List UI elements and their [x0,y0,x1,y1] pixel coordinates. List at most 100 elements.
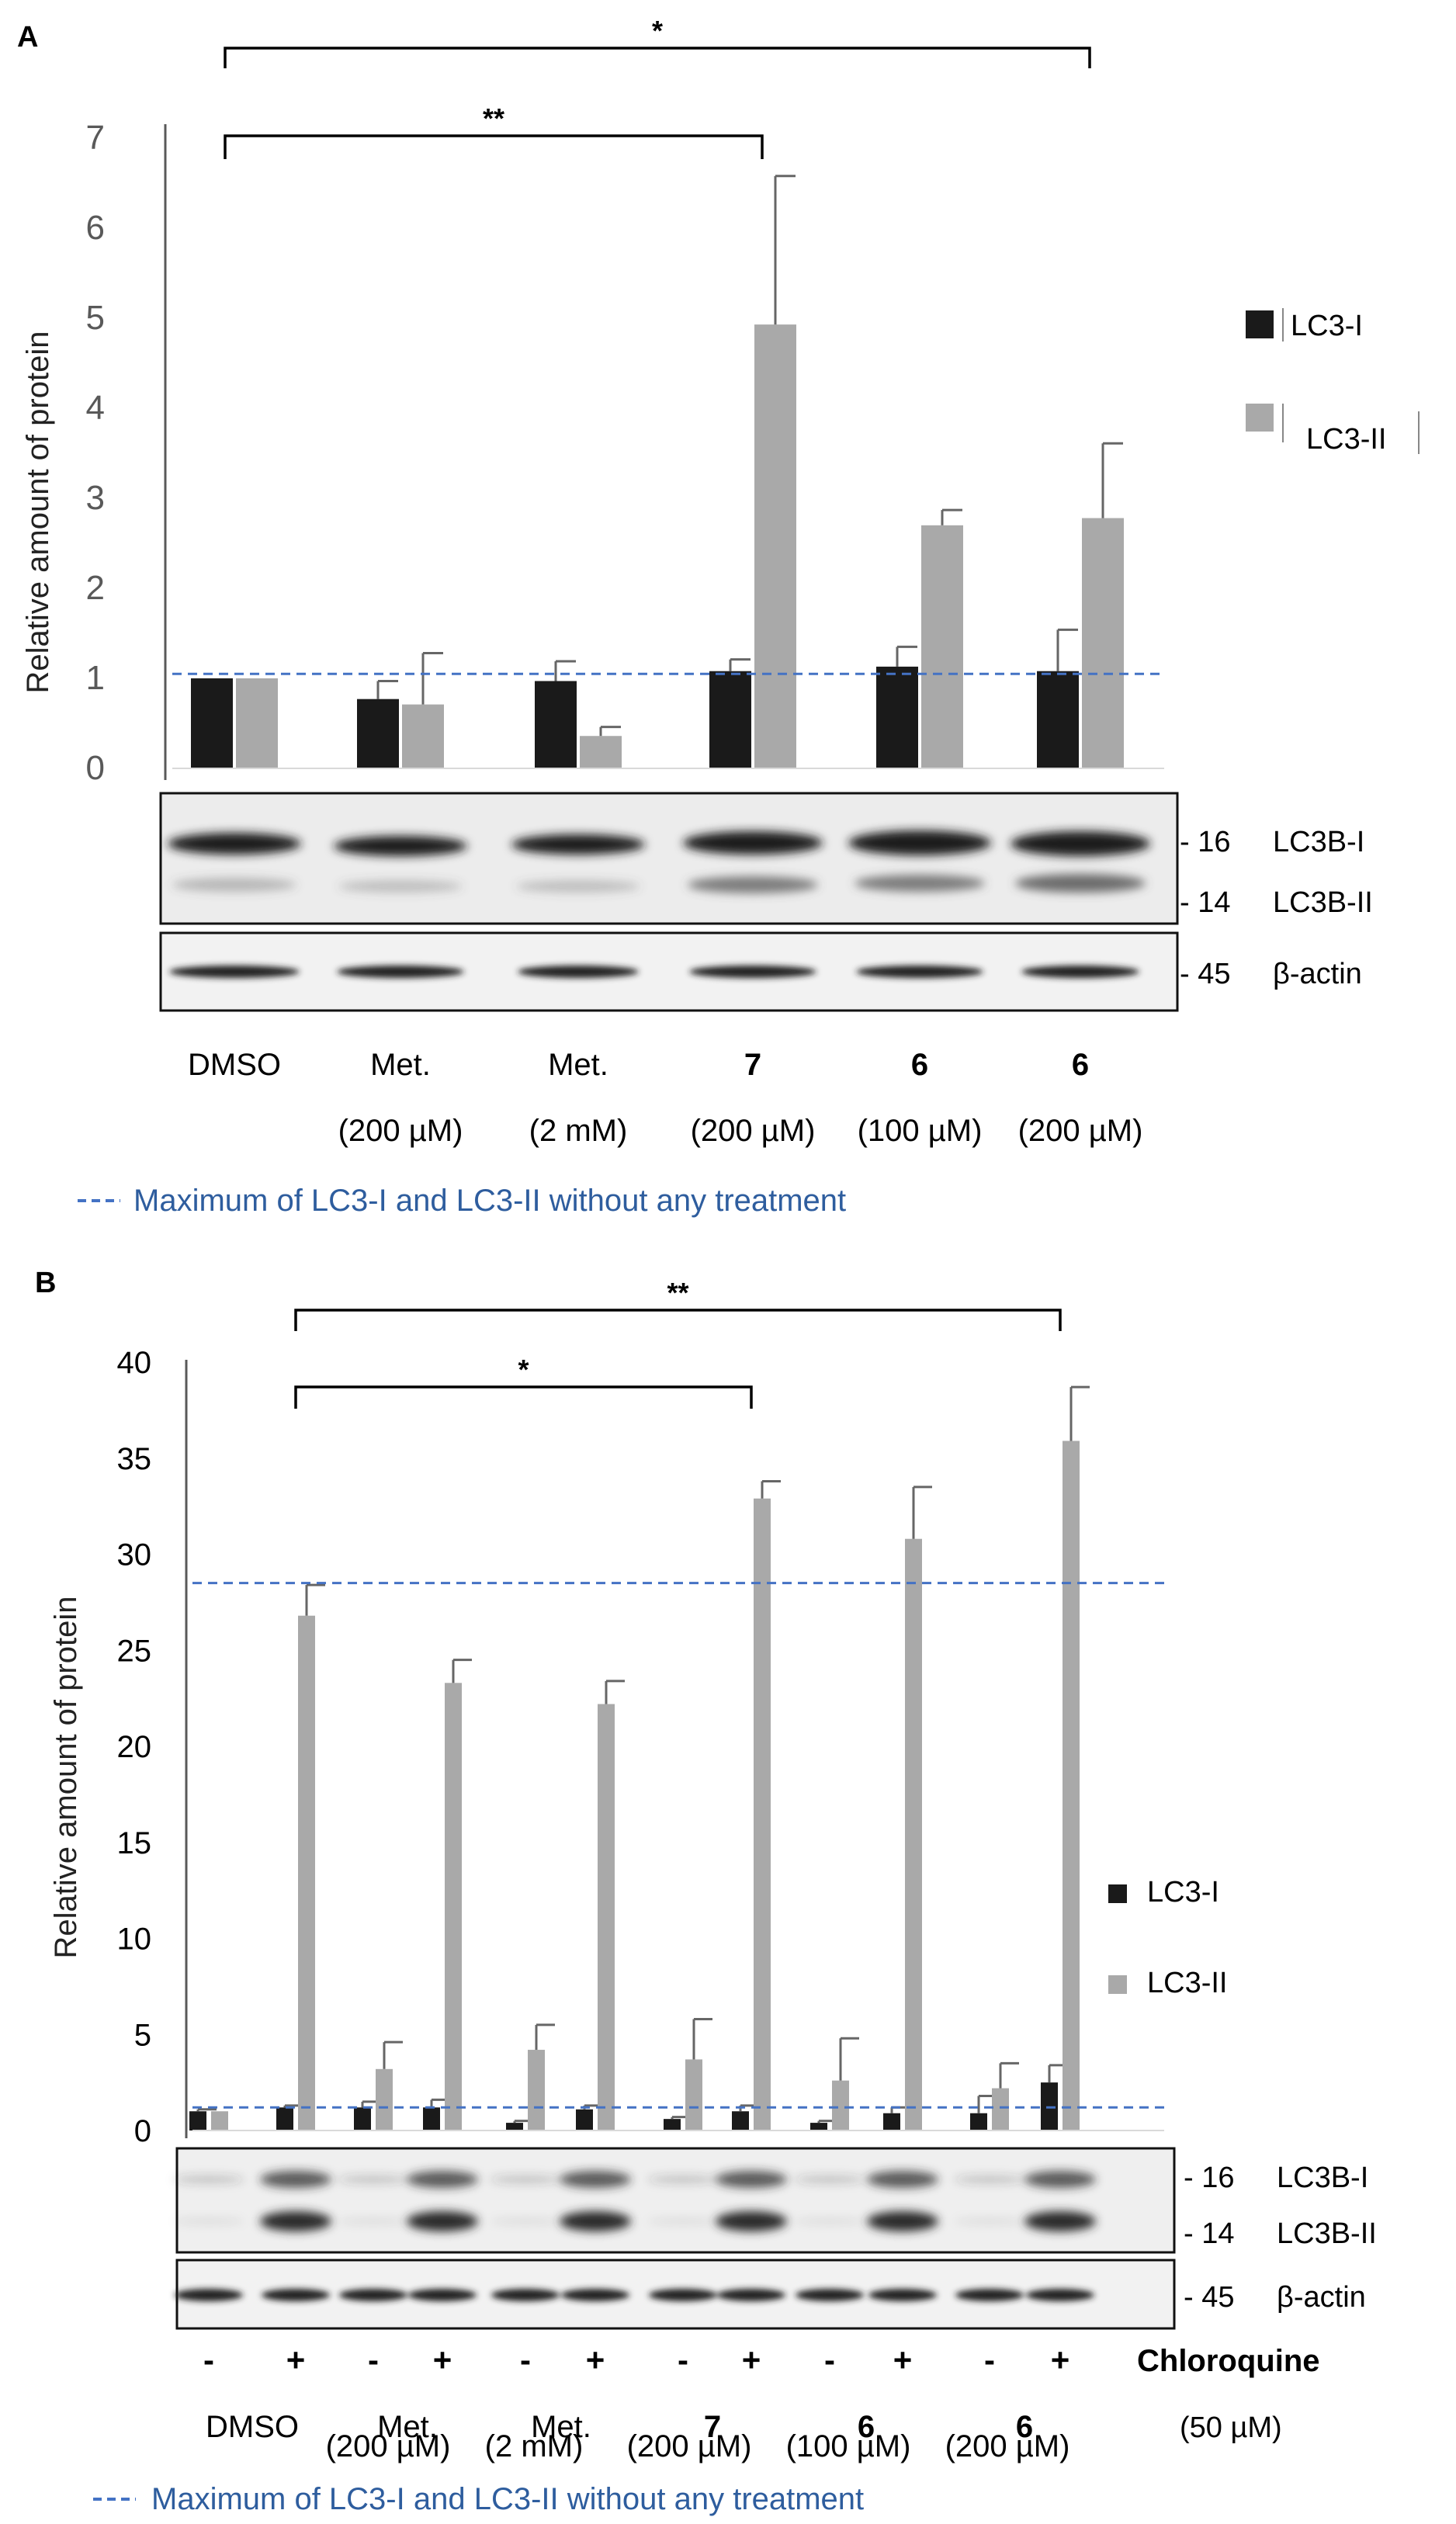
blot-band-lc3b-i [794,2176,865,2183]
legend-b-swatch-lc3-ii [1108,1975,1127,1994]
category-label: 7 [704,2410,721,2444]
bar-lc3-ii [921,525,963,768]
chloroquine-sign: - [203,2342,214,2378]
y-tick-label: 5 [86,299,105,337]
y-tick-label: 4 [86,389,105,427]
panel-b-western-blot [173,2147,1176,2330]
y-tick-label: 15 [117,1826,152,1860]
legend-b-swatch-lc3-i [1108,1884,1127,1903]
blot-a-marker-16: - 16 [1180,826,1230,858]
chloroquine-sign: + [286,2342,306,2378]
bar-lc3-ii [832,2080,849,2130]
blot-band-lc3b-ii [647,2219,719,2224]
blot-band-lc3b-ii [1024,2211,1096,2231]
bar-lc3-i [876,666,918,768]
significance-label: ** [667,1277,688,1309]
bar-lc3-i [576,2109,593,2130]
blot-band-lc3b-i [716,2171,787,2188]
bar-lc3-ii [1082,518,1124,768]
concentration-label: (2 mM) [529,1114,628,1148]
concentration-label: (100 µM) [786,2429,911,2463]
concentration-label: (200 µM) [326,2429,451,2463]
blot-band-lc3b-ii [407,2211,478,2231]
y-tick-label: 2 [86,569,105,607]
chloroquine-sign: + [742,2342,761,2378]
bar-lc3-ii [685,2059,702,2130]
blot-band-lc3b-i [1024,2171,1096,2188]
bar-lc3-ii [580,736,622,768]
legend-a-label-lc3-ii: LC3-II [1306,423,1386,456]
y-tick-label: 35 [117,1442,152,1476]
blot-a-marker-45: - 45 [1180,958,1230,990]
chloroquine-label: Chloroquine [1137,2344,1320,2378]
bar-lc3-i [189,2111,206,2130]
category-label: 6 [911,1048,928,1082]
blot-band-lc3b-i [954,2176,1025,2183]
y-tick-label: 0 [86,749,105,787]
concentration-label: (200 µM) [338,1114,463,1148]
blot-band-lc3b-i [407,2171,478,2188]
chloroquine-sign: + [1051,2342,1070,2378]
y-tick-label: 1 [86,659,105,697]
chloroquine-sign: + [433,2342,452,2378]
y-tick-label: 40 [117,1346,152,1380]
bar-lc3-i [664,2119,681,2130]
significance-label: * [652,15,663,47]
bar-lc3-ii [298,1615,315,2130]
bar-lc3-ii [905,1538,922,2130]
category-label: Met. [370,1048,431,1082]
blot-band-lc3b-ii [490,2219,561,2224]
blot-band-actin [339,2289,407,2301]
blot-a-label-beta-actin: β-actin [1273,958,1362,990]
y-tick-label: 30 [117,1538,152,1572]
blot-band-lc3b-ii [867,2211,938,2231]
significance-bracket [224,47,1091,68]
chloroquine-sign: - [824,2342,835,2378]
chloroquine-sign: + [893,2342,913,2378]
bar-lc3-i [191,678,233,768]
panel-a-letter: A [17,21,38,54]
panel-b: B Relative amount of protein 0 5 10 15 20 25 3… [35,1267,1377,2516]
blot-band-lc3b-ii [173,2219,244,2224]
y-tick-label: 6 [86,209,105,247]
bar-lc3-i [970,2113,987,2130]
bar-lc3-i [1037,671,1079,768]
y-tick-label: 5 [134,2018,151,2052]
blot-b-marker-45: - 45 [1184,2281,1234,2314]
blot-band-lc3b-i [560,2171,631,2188]
y-tick-label: 3 [86,479,105,517]
bar-lc3-i [423,2107,440,2130]
y-tick-label: 25 [117,1634,152,1668]
concentration-label: (200 µM) [945,2429,1070,2463]
significance-bracket [294,1385,753,1409]
significance-label: ** [483,102,504,134]
panel-b-y-axis-label: Relative amount of protein [49,1597,83,1959]
bar-lc3-ii [992,2088,1009,2130]
chloroquine-sign: - [678,2342,688,2378]
blot-band-lc3b-i [647,2176,719,2183]
blot-band-actin [1026,2289,1094,2301]
legend-b-label-lc3-i: LC3-I [1147,1876,1219,1909]
blot-band-actin [955,2289,1024,2301]
bar-lc3-i [709,671,751,768]
blot-band-actin [868,2289,937,2301]
blot-band-lc3b-i [490,2176,561,2183]
y-tick-label: 10 [117,1922,152,1957]
blot-b-label-lc3b-ii: LC3B-II [1277,2217,1377,2250]
bar-lc3-ii [528,2050,545,2130]
category-label: DMSO [188,1048,281,1082]
significance-label: * [518,1354,529,1385]
y-tick-label: 7 [86,119,105,157]
concentration-label: (2 mM) [485,2429,584,2463]
blot-band-lc3b-i [260,2171,331,2188]
bar-lc3-ii [236,678,278,768]
blot-b-marker-16: - 16 [1184,2162,1234,2194]
category-label: 6 [1072,1048,1089,1082]
blot-band-lc3b-ii [794,2219,865,2224]
blot-band-lc3b-ii [716,2211,787,2231]
panel-b-reference-legend: Maximum of LC3-I and LC3-II without any … [151,2482,864,2516]
blot-b-marker-14: - 14 [1184,2217,1234,2250]
bar-lc3-i [883,2113,900,2130]
blot-band-lc3b-ii [260,2211,331,2231]
